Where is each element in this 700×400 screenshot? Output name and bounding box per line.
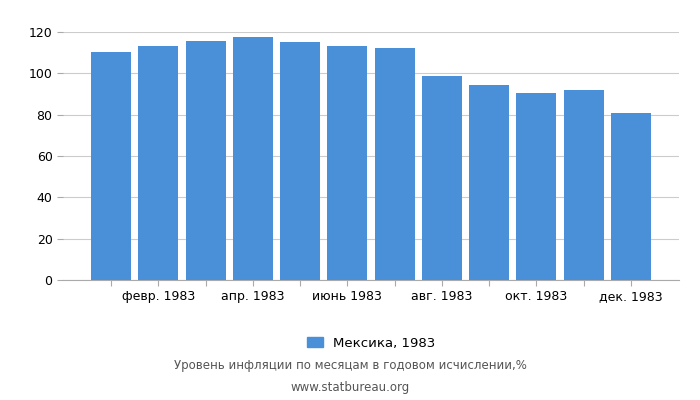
Bar bbox=[564, 90, 603, 280]
Bar bbox=[422, 76, 462, 280]
Bar bbox=[139, 46, 178, 280]
Bar bbox=[280, 42, 320, 280]
Bar bbox=[517, 92, 556, 280]
Bar bbox=[328, 46, 368, 280]
Bar bbox=[233, 37, 273, 280]
Bar bbox=[611, 113, 651, 280]
Bar bbox=[469, 85, 509, 280]
Bar bbox=[91, 52, 131, 280]
Bar bbox=[374, 48, 414, 280]
Text: www.statbureau.org: www.statbureau.org bbox=[290, 382, 410, 394]
Legend: Мексика, 1983: Мексика, 1983 bbox=[302, 331, 440, 355]
Bar bbox=[186, 41, 225, 280]
Text: Уровень инфляции по месяцам в годовом исчислении,%: Уровень инфляции по месяцам в годовом ис… bbox=[174, 360, 526, 372]
